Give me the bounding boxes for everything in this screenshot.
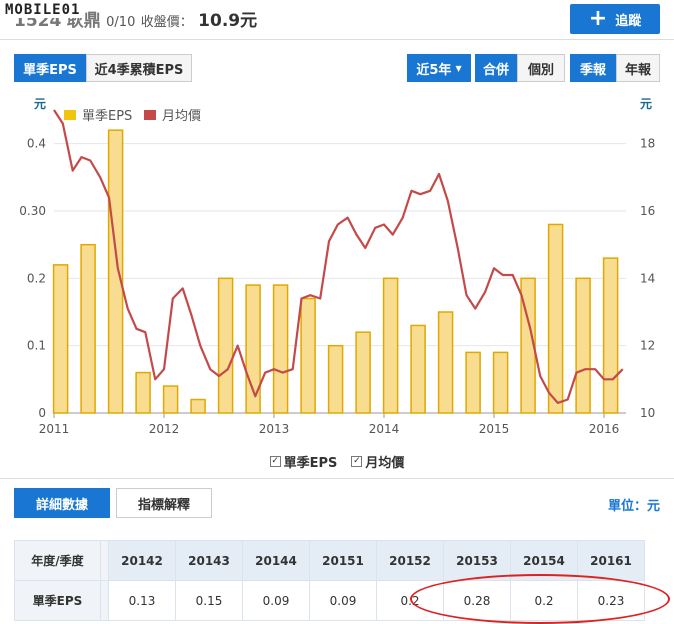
x-tick-label: 2013	[259, 422, 290, 436]
eps-bar	[382, 277, 399, 414]
table-cell: 0.09	[242, 580, 310, 621]
eps-bar	[465, 351, 481, 414]
tab-individual[interactable]: 個別	[517, 54, 565, 82]
y-tick-label-right: 18	[640, 137, 655, 151]
toggle-price[interactable]: ✓ 月均價	[351, 452, 404, 471]
tab-4q-eps[interactable]: 近4季累積EPS	[86, 54, 192, 82]
eps-bar	[190, 398, 206, 414]
toggle-price-label: 月均價	[365, 456, 405, 471]
follow-label: 追蹤	[615, 13, 642, 29]
column-header: 20143	[175, 540, 243, 581]
x-tick-label: 2015	[479, 422, 510, 436]
y-tick-label-left: 0	[38, 406, 46, 420]
column-header: 20154	[510, 540, 578, 581]
eps-bar	[135, 371, 151, 414]
y-tick-label-right: 10	[640, 406, 655, 420]
eps-bar	[300, 297, 316, 414]
eps-price-chart: 0 0.1 0.2 0.30 0.4 10 12 14 16 18 元 元 2011 2012 2013 20…	[19, 97, 655, 436]
tab-single-eps[interactable]: 單季EPS	[14, 54, 86, 82]
eps-bar	[217, 277, 234, 414]
tab-detail-data[interactable]: 詳細數據	[14, 488, 110, 518]
table-gap	[100, 580, 109, 621]
chart-toggle-legend: ✓ 單季EPS ✓ 月均價	[0, 452, 674, 471]
table-cell: 0.2	[510, 580, 578, 621]
tab-quarterly[interactable]: 季報	[570, 54, 616, 82]
y-tick-label-left: 0.30	[19, 204, 46, 218]
legend-swatch-price	[144, 110, 156, 120]
y-tick-label-right: 16	[640, 204, 655, 218]
range-label: 近5年	[416, 62, 452, 78]
eps-bar	[327, 344, 344, 414]
toggle-eps-label: 單季EPS	[283, 456, 338, 471]
checkbox-icon[interactable]: ✓	[269, 456, 281, 467]
divider	[0, 478, 674, 479]
y-tick-label-left: 0.2	[27, 271, 46, 285]
y-tick-label-right: 12	[640, 339, 655, 353]
table-cell: 0.28	[443, 580, 511, 621]
x-tick-label: 2012	[149, 422, 180, 436]
column-header: 20142	[108, 540, 176, 581]
x-tick-label: 2016	[589, 422, 620, 436]
eps-bar	[245, 284, 261, 414]
eps-bar	[355, 331, 371, 414]
tab-merged[interactable]: 合併	[475, 54, 517, 82]
price-line	[53, 109, 624, 404]
eps-bar	[272, 284, 289, 414]
column-header: 20152	[376, 540, 444, 581]
y-tick-label-left: 0.1	[27, 339, 46, 353]
checkbox-icon[interactable]: ✓	[351, 456, 363, 467]
eps-table: 年度/季度 20142 20143 20144 20151 20152 2015…	[14, 540, 645, 621]
eps-bar	[162, 385, 179, 414]
eps-bar	[547, 223, 564, 414]
legend-label-eps: 單季EPS	[82, 109, 132, 124]
table-cell: 0.23	[577, 580, 645, 621]
table-header-row: 年度/季度 20142 20143 20144 20151 20152 2015…	[14, 540, 645, 581]
caret-down-icon: ▼	[455, 63, 462, 73]
y-tick-label-right: 14	[640, 271, 655, 285]
column-header: 20161	[577, 540, 645, 581]
y-axis-unit-right: 元	[640, 97, 652, 111]
row-header-label: 年度/季度	[14, 540, 101, 581]
eps-bar	[410, 324, 426, 414]
unit-label: 單位：元	[607, 499, 660, 514]
follow-button[interactable]: + 追蹤	[570, 4, 660, 34]
eps-bar	[492, 351, 509, 414]
x-tick-label: 2011	[39, 422, 70, 436]
eps-bar	[80, 243, 96, 414]
stock-date: 0/10	[106, 15, 136, 30]
y-axis-unit-left: 元	[34, 97, 46, 111]
x-tick-label: 2014	[369, 422, 400, 436]
table-cell: 0.13	[108, 580, 176, 621]
eps-bar	[602, 257, 619, 414]
column-header: 20153	[443, 540, 511, 581]
table-cell: 0.2	[376, 580, 444, 621]
column-header: 20144	[242, 540, 310, 581]
column-header: 20151	[309, 540, 377, 581]
tab-indicator-explain[interactable]: 指標解釋	[116, 488, 212, 518]
tab-annual[interactable]: 年報	[616, 54, 660, 82]
y-tick-label-left: 0.4	[27, 137, 46, 151]
eps-bar	[107, 129, 124, 414]
table-row: 單季EPS 0.13 0.15 0.09 0.09 0.2 0.28 0.2 0…	[14, 580, 645, 621]
eps-bar	[52, 264, 69, 414]
stock-header: 1524 耿鼎 0/10 收盤價： 10.9元 MOBILE01 + 追蹤	[0, 0, 674, 40]
row-label: 單季EPS	[14, 580, 101, 621]
range-dropdown[interactable]: 近5年 ▼	[407, 54, 471, 82]
close-price-label: 收盤價：	[140, 15, 193, 30]
toggle-eps[interactable]: ✓ 單季EPS	[269, 452, 338, 471]
eps-bar	[575, 277, 591, 414]
table-cell: 0.15	[175, 580, 243, 621]
site-logo: MOBILE01	[2, 2, 84, 18]
eps-bar	[520, 277, 536, 414]
table-cell: 0.09	[309, 580, 377, 621]
plus-icon: +	[588, 6, 608, 31]
close-price: 10.9元	[198, 11, 258, 31]
legend-swatch-eps	[64, 110, 76, 120]
legend-label-price: 月均價	[162, 109, 201, 124]
eps-bar	[437, 311, 454, 414]
table-gap	[100, 540, 109, 581]
